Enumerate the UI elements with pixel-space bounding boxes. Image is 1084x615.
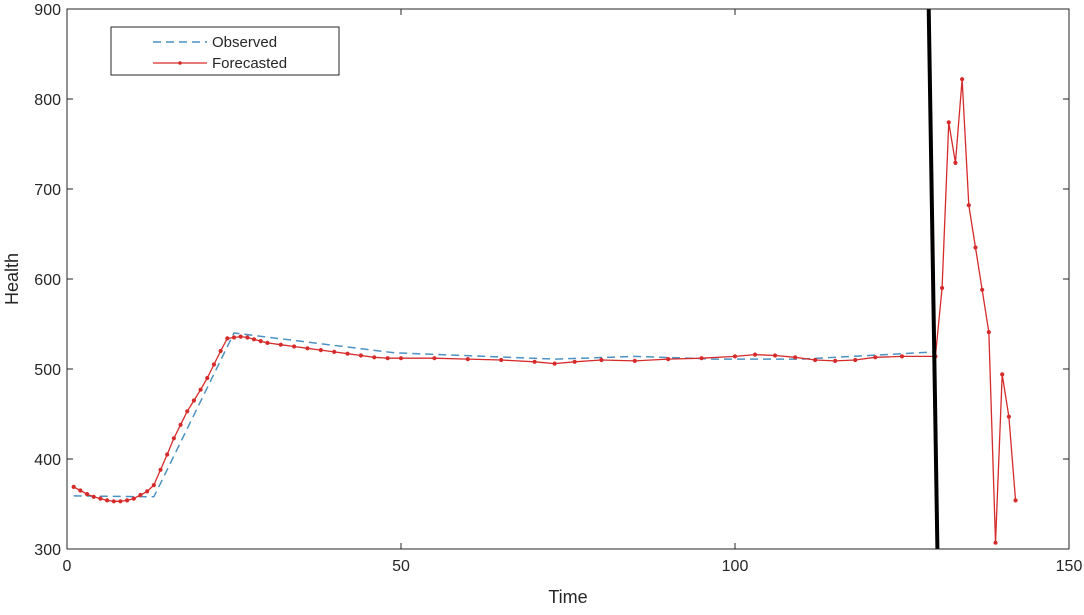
forecasted-point — [946, 120, 951, 125]
x-tick-label: 0 — [63, 558, 72, 575]
forecasted-point — [853, 357, 858, 363]
forecasted-point — [432, 356, 437, 361]
forecasted-point — [372, 355, 377, 360]
forecasted-point — [178, 422, 183, 427]
legend-marker-forecasted — [178, 61, 182, 65]
plot-area — [67, 9, 1069, 549]
legend-label-forecasted: Forecasted — [212, 55, 287, 72]
forecasted-point — [732, 354, 738, 359]
forecasted-point — [245, 335, 250, 340]
forecasted-point — [138, 492, 143, 498]
forecasted-point — [258, 339, 263, 344]
forecasted-point — [278, 342, 283, 347]
forecasted-point — [125, 498, 130, 503]
forecasted-point — [198, 387, 203, 392]
forecasted-point — [332, 349, 337, 354]
forecasted-point — [532, 359, 537, 364]
forecasted-point — [358, 353, 364, 358]
x-tick-label: 100 — [722, 558, 749, 575]
forecasted-point — [84, 492, 90, 497]
forecasted-point — [666, 357, 671, 362]
forecasted-point — [345, 351, 350, 356]
forecasted-point — [111, 499, 116, 504]
forecasted-point — [1013, 498, 1018, 503]
forecasted-point — [145, 489, 150, 494]
forecasted-point — [572, 359, 577, 364]
forecasted-point — [158, 467, 163, 472]
forecasted-point — [1006, 414, 1011, 419]
forecasted-point — [772, 353, 778, 358]
y-tick-label: 700 — [34, 182, 61, 199]
forecasted-point — [993, 540, 998, 545]
forecasted-point — [131, 496, 136, 501]
forecasted-point — [752, 352, 758, 357]
forecasted-point — [793, 355, 798, 360]
forecasted-point — [71, 484, 76, 489]
forecasted-point — [833, 358, 838, 363]
forecasted-point — [966, 203, 971, 208]
y-tick-label: 400 — [34, 452, 61, 469]
y-tick-label: 900 — [34, 2, 61, 19]
forecasted-point — [980, 287, 985, 292]
forecasted-point — [211, 362, 217, 367]
forecasted-point — [398, 356, 404, 361]
forecasted-point — [91, 494, 96, 499]
legend: Observed Forecasted — [110, 26, 340, 76]
forecasted-point — [939, 285, 945, 291]
forecasted-point — [953, 160, 958, 165]
forecasted-point — [238, 334, 243, 339]
forecasted-point — [225, 336, 230, 341]
forecasted-point — [292, 344, 297, 349]
forecasted-point — [205, 375, 210, 381]
forecasted-point — [499, 357, 504, 363]
legend-box — [110, 26, 340, 76]
forecasted-point — [98, 496, 103, 501]
x-tick-label: 50 — [392, 558, 410, 575]
forecasted-point — [191, 398, 197, 403]
forecasted-point — [251, 337, 257, 342]
forecasted-point — [305, 346, 310, 351]
forecasted-point — [986, 330, 991, 335]
forecasted-point — [973, 245, 978, 250]
vertical-marker-line — [926, 9, 940, 549]
forecasted-point — [385, 356, 390, 361]
forecasted-point — [171, 436, 176, 441]
forecasted-point — [265, 340, 270, 345]
forecasted-point — [960, 77, 965, 82]
forecasted-point — [813, 357, 818, 363]
legend-label-observed: Observed — [212, 34, 277, 51]
forecasted-point — [632, 358, 637, 363]
forecasted-point — [231, 335, 237, 340]
forecasted-point — [118, 499, 123, 504]
forecasted-point — [78, 488, 83, 493]
y-tick-label: 600 — [34, 272, 61, 289]
y-tick-label: 500 — [34, 362, 61, 379]
forecasted-point — [185, 409, 190, 414]
series-group — [71, 9, 1018, 549]
forecasted-point — [104, 498, 110, 503]
forecasted-point — [151, 483, 156, 488]
x-axis-title: Time — [548, 587, 587, 607]
forecasted-point — [552, 361, 557, 366]
y-axis-title: Health — [2, 253, 22, 305]
forecasted-point — [1000, 372, 1005, 377]
x-tick-label: 150 — [1056, 558, 1083, 575]
forecasted-point — [218, 348, 223, 354]
forecasted-point — [318, 348, 323, 353]
y-tick-label: 800 — [34, 92, 61, 109]
y-tick-label: 300 — [34, 542, 61, 559]
forecasted-point — [899, 354, 905, 359]
forecasted-point — [599, 357, 604, 363]
forecasted-point — [873, 355, 878, 360]
forecasted-point — [165, 452, 170, 457]
forecasted-point — [699, 356, 704, 361]
forecasted-point — [465, 357, 470, 362]
